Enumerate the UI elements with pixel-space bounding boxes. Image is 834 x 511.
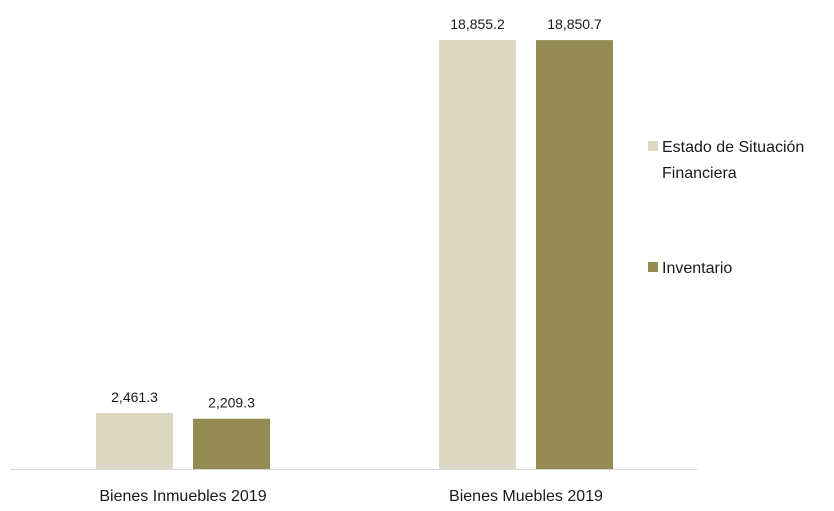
value-label-2-1: 2,209.3 (208, 395, 255, 411)
bar-2-1 (193, 418, 270, 469)
legend-swatch-2 (648, 262, 658, 272)
category-labels-group: Bienes Inmuebles 2019 Bienes Muebles 2019 (99, 488, 603, 505)
bar-1-2 (439, 40, 516, 469)
bar-1-1 (96, 412, 173, 469)
category-label-1: Bienes Inmuebles 2019 (99, 488, 266, 505)
category-label-2: Bienes Muebles 2019 (449, 488, 603, 505)
value-labels-group: 2,461.3 2,209.3 18,855.2 18,850.7 (111, 16, 602, 411)
bar-2-2 (536, 40, 613, 469)
value-label-1-1: 2,461.3 (111, 389, 158, 405)
value-label-2-2: 18,850.7 (547, 16, 602, 32)
legend-label-1-line-2: Financiera (662, 165, 737, 182)
legend: Estado de Situación Financiera Inventario (648, 139, 804, 277)
bars-group (96, 40, 613, 469)
legend-label-1-line-1: Estado de Situación (662, 139, 804, 156)
legend-swatch-1 (648, 141, 658, 151)
legend-label-2: Inventario (662, 260, 732, 277)
value-label-1-2: 18,855.2 (450, 16, 505, 32)
